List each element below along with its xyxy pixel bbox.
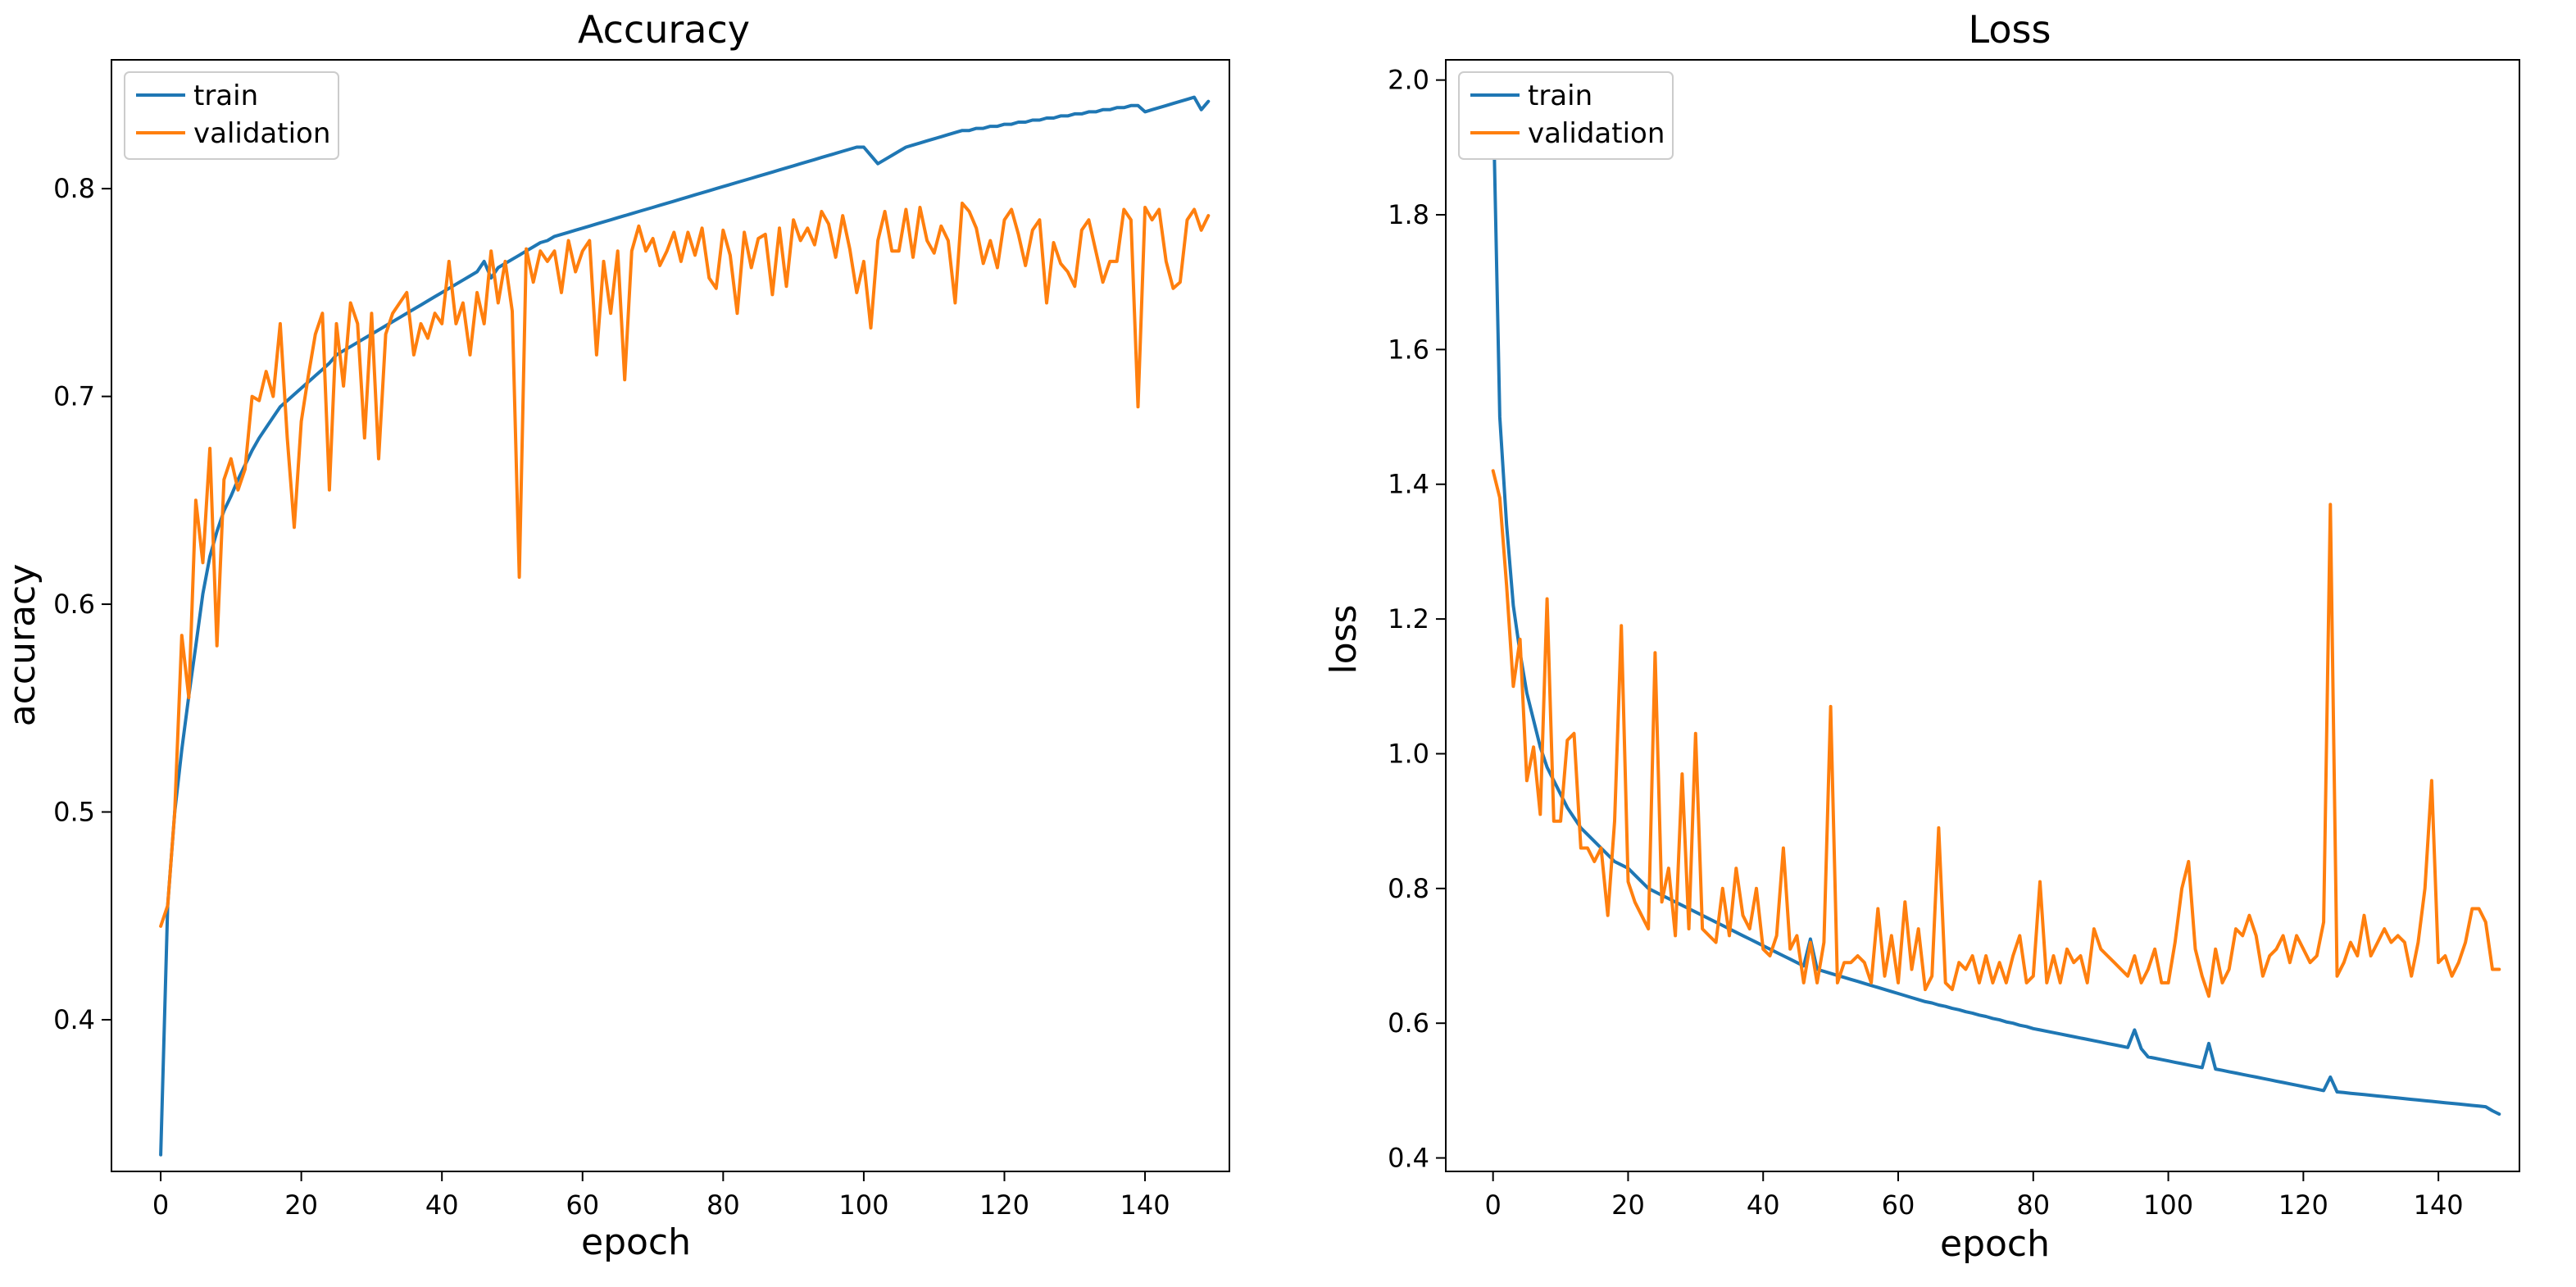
accuracy-xtick-label: 0 [152, 1189, 169, 1221]
accuracy-legend: train validation [124, 71, 339, 160]
accuracy-ytick-label: 0.6 [53, 589, 95, 620]
loss-panel: Loss epoch loss 0 20 40 60 80 100 120 140 0.4 0.6… [1323, 7, 2520, 1265]
accuracy-ytick-label: 0.8 [53, 173, 95, 204]
accuracy-ylabel: accuracy [2, 564, 43, 727]
loss-xtick-label: 0 [1484, 1189, 1501, 1221]
accuracy-xtick-label: 120 [979, 1189, 1029, 1221]
loss-ylabel: loss [1323, 605, 1365, 675]
loss-xtick-label: 120 [2278, 1189, 2328, 1221]
loss-plot-frame [1445, 59, 2520, 1172]
loss-ytick-label: 0.6 [1388, 1007, 1429, 1039]
accuracy-xtick-label: 20 [284, 1189, 318, 1221]
accuracy-ytick-label: 0.7 [53, 381, 95, 412]
loss-ytick-label: 1.0 [1388, 738, 1429, 769]
accuracy-legend-train-label: train [193, 80, 258, 112]
accuracy-lines [159, 95, 1211, 1157]
accuracy-title: Accuracy [578, 7, 750, 52]
loss-xtick-label: 60 [1882, 1189, 1915, 1221]
loss-ytick-label: 1.2 [1388, 603, 1429, 634]
loss-title: Loss [1969, 7, 2051, 52]
loss-xlabel: epoch [1940, 1223, 2050, 1265]
accuracy-xlabel: epoch [581, 1221, 691, 1263]
accuracy-xtick-label: 40 [425, 1189, 459, 1221]
loss-ytick-label: 1.4 [1388, 469, 1429, 500]
accuracy-xtick-label: 60 [566, 1189, 599, 1221]
loss-xtick-label: 20 [1611, 1189, 1645, 1221]
accuracy-panel: Accuracy epoch accuracy 0 20 40 60 80 100 120 1… [2, 7, 1230, 1263]
accuracy-ytick-label: 0.5 [53, 797, 95, 828]
accuracy-ytick-label: 0.4 [53, 1004, 95, 1035]
loss-ytick-label: 1.6 [1388, 334, 1429, 365]
loss-ytick-label: 2.0 [1388, 65, 1429, 96]
loss-ytick-label: 0.8 [1388, 873, 1429, 904]
loss-validation-line [1491, 469, 2501, 998]
loss-legend: train validation [1458, 71, 1674, 160]
accuracy-xtick-label: 100 [838, 1189, 888, 1221]
accuracy-plot-frame [111, 59, 1230, 1172]
loss-ticks: 0 20 40 60 80 100 120 140 0.4 0.6 0.8 1.0 1.2 1.4 1.6 1… [1388, 65, 2464, 1221]
accuracy-xtick-label: 80 [706, 1189, 740, 1221]
loss-ytick-label: 1.8 [1388, 199, 1429, 230]
accuracy-ticks: 0 20 40 60 80 100 120 140 0.4 0.5 0.6 0.7 0.8 [53, 173, 1170, 1221]
loss-legend-train-label: train [1528, 80, 1592, 112]
loss-legend-validation-label: validation [1528, 117, 1665, 150]
accuracy-legend-validation-label: validation [193, 117, 330, 150]
loss-lines [1491, 92, 2501, 1116]
loss-ytick-label: 0.4 [1388, 1143, 1429, 1174]
loss-xtick-label: 140 [2414, 1189, 2464, 1221]
loss-xtick-label: 40 [1747, 1189, 1780, 1221]
loss-xtick-label: 100 [2143, 1189, 2193, 1221]
loss-xtick-label: 80 [2016, 1189, 2050, 1221]
accuracy-xtick-label: 140 [1120, 1189, 1170, 1221]
accuracy-validation-line [159, 201, 1211, 928]
